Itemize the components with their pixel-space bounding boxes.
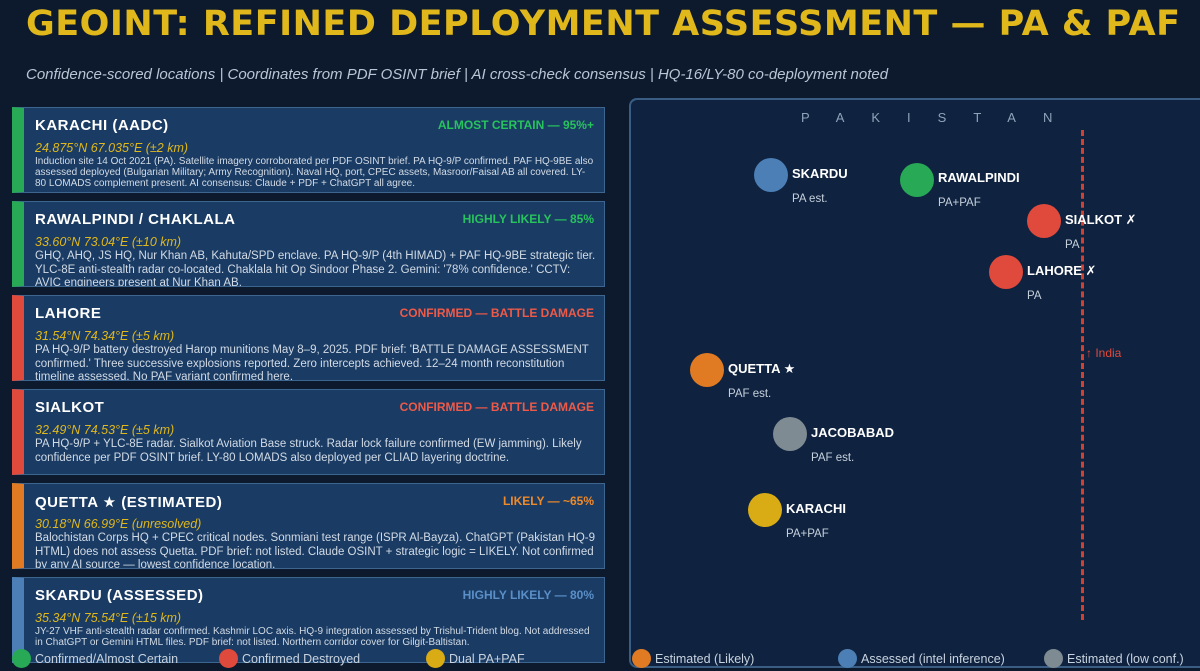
legend-dot (1044, 649, 1063, 668)
legend-dot (426, 649, 445, 668)
marker-label: RAWALPINDI (938, 170, 1020, 185)
marker-sublabel: PA (1027, 290, 1042, 302)
card-name: QUETTA ★ (ESTIMATED) (35, 494, 223, 511)
map-marker-skardu[interactable] (754, 158, 788, 192)
legend-dual: Dual PA+PAF (426, 649, 525, 669)
legend-dot (12, 649, 31, 668)
page-subtitle: Confidence-scored locations | Coordinate… (26, 66, 889, 83)
card-coordinates: 24.875°N 67.035°E (±2 km) (35, 141, 189, 155)
card-coordinates: 31.54°N 74.34°E (±5 km) (35, 329, 175, 343)
card-lahore[interactable]: LAHORE CONFIRMED — BATTLE DAMAGE 31.54°N… (12, 295, 605, 381)
map-marker-sialkot[interactable] (1027, 204, 1061, 238)
legend-assessed: Assessed (intel inference) (838, 649, 1005, 669)
legend-dot (632, 649, 651, 668)
legend-dot (219, 649, 238, 668)
card-coordinates: 32.49°N 74.53°E (±5 km) (35, 423, 175, 437)
card-rawalpindi[interactable]: RAWALPINDI / CHAKLALA HIGHLY LIKELY — 85… (12, 201, 605, 287)
map-marker-quetta[interactable] (690, 353, 724, 387)
legend-label: Confirmed Destroyed (242, 651, 361, 666)
marker-label: JACOBABAD (811, 425, 895, 440)
card-coordinates: 33.60°N 73.04°E (±10 km) (35, 235, 182, 249)
legend-confirmed: Confirmed/Almost Certain (12, 649, 178, 669)
card-skardu[interactable]: SKARDU (ASSESSED) HIGHLY LIKELY — 80% 35… (12, 577, 605, 663)
marker-sublabel: PAF est. (728, 388, 772, 400)
card-description: PA HQ-9/P battery destroyed Harop muniti… (35, 344, 589, 381)
map-marker-lahore[interactable] (989, 255, 1023, 289)
schematic-map-panel: PAKISTAN ↑ India SKARDU PA est. RAWALPIN… (629, 98, 1200, 668)
confidence-badge: HIGHLY LIKELY — 80% (462, 588, 594, 602)
confidence-badge: ALMOST CERTAIN — 95%+ (437, 118, 594, 132)
legend-label: Dual PA+PAF (449, 651, 525, 666)
country-label: PAKISTAN (801, 110, 1080, 125)
legend-label: Estimated (Likely) (655, 651, 755, 666)
card-name: SIALKOT (35, 399, 105, 416)
card-name: KARACHI (AADC) (35, 117, 169, 134)
legend-label: Confirmed/Almost Certain (35, 651, 179, 666)
india-label: ↑ India (1086, 346, 1122, 360)
marker-label: LAHORE ✗ (1027, 263, 1097, 278)
card-description: JY-27 VHF anti-stealth radar confirmed. … (35, 626, 590, 648)
page-title: GEOINT: REFINED DEPLOYMENT ASSESSMENT — … (26, 4, 1181, 44)
legend-destroyed: Confirmed Destroyed (219, 649, 360, 669)
marker-label: SIALKOT ✗ (1065, 212, 1137, 227)
location-cards: KARACHI (AADC) ALMOST CERTAIN — 95%+ 24.… (12, 107, 605, 671)
card-karachi[interactable]: KARACHI (AADC) ALMOST CERTAIN — 95%+ 24.… (12, 107, 605, 193)
card-description: GHQ, AHQ, JS HQ, Nur Khan AB, Kahuta/SPD… (35, 250, 596, 287)
card-description: Induction site 14 Oct 2021 (PA). Satelli… (35, 156, 594, 189)
marker-sublabel: PA (1065, 239, 1080, 251)
confidence-badge: CONFIRMED — BATTLE DAMAGE (399, 306, 594, 320)
marker-sublabel: PA+PAF (786, 528, 829, 540)
card-quetta[interactable]: QUETTA ★ (ESTIMATED) LIKELY — ~65% 30.18… (12, 483, 605, 569)
legend-low-confidence: Estimated (low conf.) (1044, 649, 1184, 669)
confidence-badge: LIKELY — ~65% (502, 494, 594, 508)
marker-label: SKARDU (792, 166, 848, 181)
card-name: SKARDU (ASSESSED) (35, 587, 204, 604)
marker-label: QUETTA ★ (728, 361, 796, 376)
legend-estimated: Estimated (Likely) (632, 649, 754, 669)
marker-sublabel: PAF est. (811, 452, 855, 464)
card-sialkot[interactable]: SIALKOT CONFIRMED — BATTLE DAMAGE 32.49°… (12, 389, 605, 475)
marker-label: KARACHI (786, 501, 846, 516)
card-name: RAWALPINDI / CHAKLALA (35, 211, 236, 228)
card-description: PA HQ-9/P + YLC-8E radar. Sialkot Aviati… (35, 438, 582, 464)
legend-label: Assessed (intel inference) (861, 651, 1005, 666)
confidence-badge: HIGHLY LIKELY — 85% (462, 212, 594, 226)
confidence-badge: CONFIRMED — BATTLE DAMAGE (399, 400, 594, 414)
map-marker-karachi[interactable] (748, 493, 782, 527)
card-name: LAHORE (35, 305, 102, 322)
india-border-line (1081, 130, 1084, 620)
marker-sublabel: PA est. (792, 193, 828, 205)
legend-dot (838, 649, 857, 668)
card-coordinates: 35.34°N 75.54°E (±15 km) (35, 611, 182, 625)
card-coordinates: 30.18°N 66.99°E (unresolved) (35, 517, 202, 531)
map-marker-jacobabad[interactable] (773, 417, 807, 451)
map-marker-rawalpindi[interactable] (900, 163, 934, 197)
marker-sublabel: PA+PAF (938, 197, 981, 209)
card-description: Balochistan Corps HQ + CPEC critical nod… (35, 532, 595, 569)
legend-label: Estimated (low conf.) (1067, 651, 1184, 666)
